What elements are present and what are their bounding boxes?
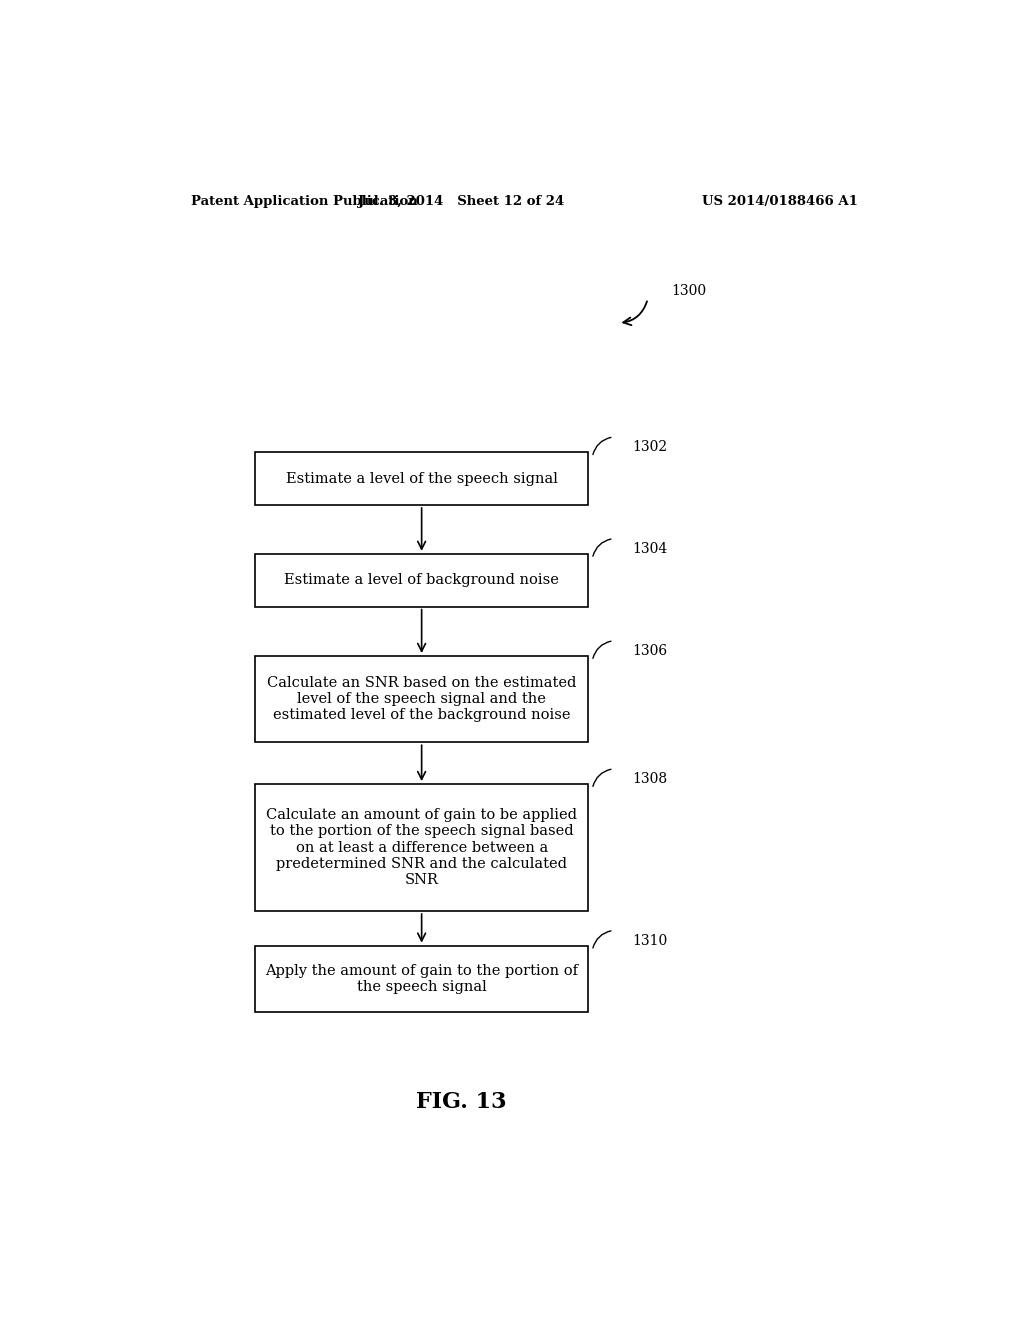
Text: 1310: 1310 bbox=[632, 933, 668, 948]
Text: FIG. 13: FIG. 13 bbox=[416, 1090, 507, 1113]
Text: Patent Application Publication: Patent Application Publication bbox=[191, 194, 418, 207]
Bar bbox=[255, 784, 588, 911]
Bar bbox=[255, 554, 588, 607]
Text: Estimate a level of the speech signal: Estimate a level of the speech signal bbox=[286, 471, 558, 486]
Bar bbox=[255, 945, 588, 1011]
Text: Calculate an SNR based on the estimated
level of the speech signal and the
estim: Calculate an SNR based on the estimated … bbox=[267, 676, 577, 722]
Text: Jul. 3, 2014   Sheet 12 of 24: Jul. 3, 2014 Sheet 12 of 24 bbox=[358, 194, 564, 207]
Text: 1308: 1308 bbox=[632, 772, 667, 785]
Text: 1300: 1300 bbox=[672, 284, 707, 297]
Text: Apply the amount of gain to the portion of
the speech signal: Apply the amount of gain to the portion … bbox=[265, 964, 579, 994]
Bar bbox=[255, 453, 588, 506]
Text: Estimate a level of background noise: Estimate a level of background noise bbox=[285, 573, 559, 587]
Text: 1304: 1304 bbox=[632, 541, 668, 556]
Bar bbox=[255, 656, 588, 742]
Text: 1306: 1306 bbox=[632, 644, 667, 657]
Text: US 2014/0188466 A1: US 2014/0188466 A1 bbox=[702, 194, 858, 207]
Text: Calculate an amount of gain to be applied
to the portion of the speech signal ba: Calculate an amount of gain to be applie… bbox=[266, 808, 578, 887]
Text: 1302: 1302 bbox=[632, 440, 667, 454]
